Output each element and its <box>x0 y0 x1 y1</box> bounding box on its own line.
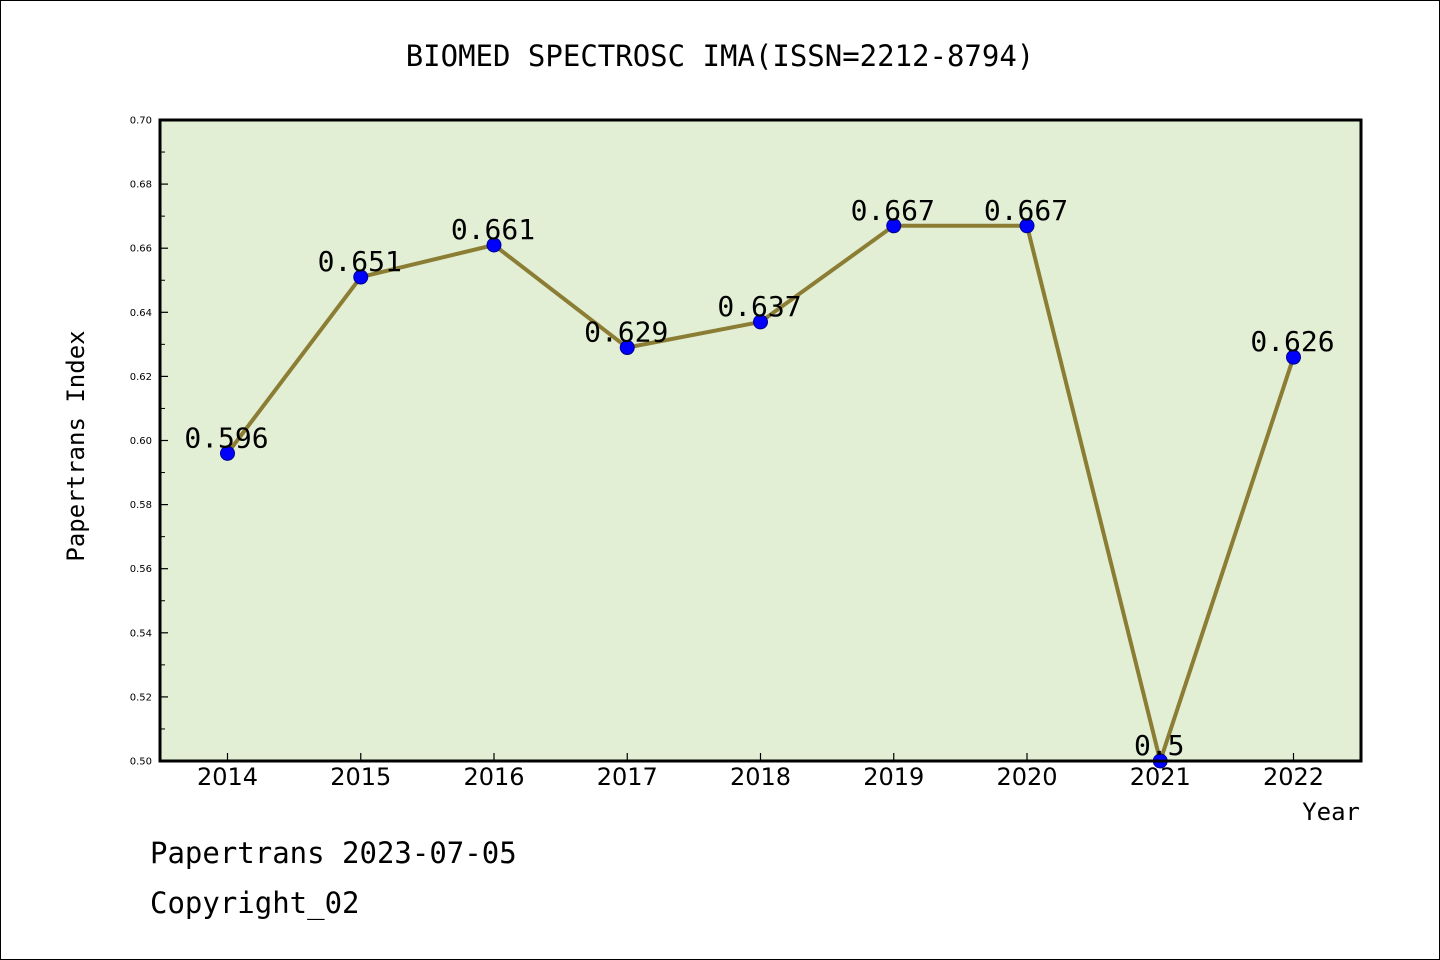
data-point <box>1286 349 1301 365</box>
data-label: 0.596 <box>184 421 268 454</box>
data-label: 0.661 <box>451 213 535 246</box>
data-label: 0.629 <box>584 316 668 349</box>
chart-title: BIOMED SPECTROSC IMA(ISSN=2212-8794) <box>406 39 1035 73</box>
x-tick-label: 2022 <box>1263 763 1324 791</box>
source-date-text: Papertrans 2023-07-05 <box>150 836 517 870</box>
y-axis-label: Papertrans Index <box>62 330 90 561</box>
data-point <box>1019 218 1035 234</box>
x-tick-label: 2014 <box>197 763 258 791</box>
y-tick-label: 0.58 <box>130 500 152 511</box>
x-tick-label: 2019 <box>863 763 924 791</box>
x-axis: 2014 2015 2016 2017 2018 2019 2020 2021 2022 <box>197 753 1324 791</box>
x-tick-label: 2016 <box>463 763 524 791</box>
x-tick-label: 2020 <box>996 763 1057 791</box>
data-label: 0.637 <box>717 290 801 323</box>
y-tick-label: 0.68 <box>130 180 152 191</box>
data-point <box>886 218 902 234</box>
data-label: 0.667 <box>851 194 935 227</box>
x-tick-label: 2018 <box>730 763 791 791</box>
data-point <box>353 269 369 285</box>
x-axis-label: Year <box>1302 798 1360 826</box>
data-point <box>619 340 635 356</box>
y-tick-label: 0.62 <box>130 372 152 383</box>
data-markers <box>220 218 1301 769</box>
y-tick-label: 0.66 <box>130 244 152 255</box>
y-tick-label: 0.64 <box>130 308 152 319</box>
data-label: 0.667 <box>984 194 1068 227</box>
y-tick-label: 0.60 <box>130 436 152 447</box>
data-point <box>486 237 502 253</box>
data-label: 0.651 <box>318 245 402 278</box>
y-tick-label: 0.56 <box>130 564 152 575</box>
data-label: 0.626 <box>1250 325 1334 358</box>
data-labels: 0.596 0.651 0.661 0.629 0.637 0.667 0.667 0.5 0.… <box>184 194 1334 762</box>
data-point <box>753 314 768 330</box>
x-tick-label: 2015 <box>330 763 391 791</box>
y-tick-label: 0.50 <box>130 757 152 768</box>
y-tick-label: 0.52 <box>130 692 152 703</box>
y-tick-label: 0.54 <box>130 628 152 639</box>
copyright-text: Copyright_02 <box>150 886 360 920</box>
x-tick-label: 2017 <box>597 763 658 791</box>
plot-border <box>158 118 1363 763</box>
data-point <box>220 445 235 461</box>
y-tick-label: 0.70 <box>130 116 152 127</box>
y-axis: 0.50 0.52 0.54 0.56 0.58 0.60 0.62 0.64 0.66 0.68… <box>130 116 168 768</box>
data-label: 0.5 <box>1134 729 1185 762</box>
plot-area <box>160 120 1361 761</box>
